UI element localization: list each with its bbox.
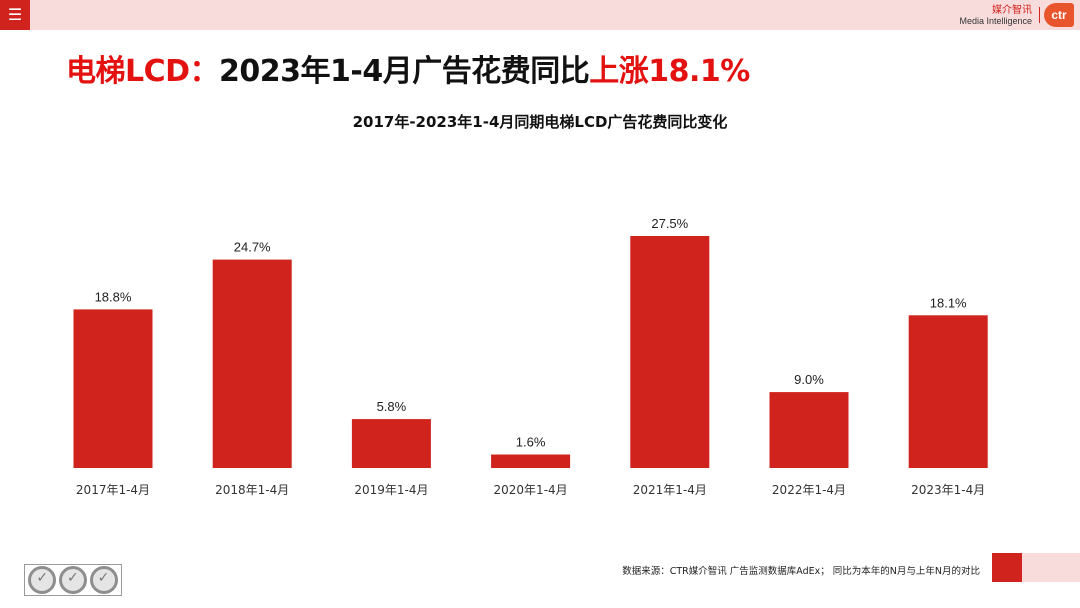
bar-2023年1-4月 [908, 315, 988, 468]
headline-change: 上涨18.1% [589, 54, 750, 89]
value-label: 27.5% [651, 216, 688, 231]
footer-accent-block [992, 553, 1022, 582]
headline-subject: 电梯LCD： [66, 54, 220, 89]
category-label: 2023年1-4月 [911, 483, 985, 497]
page-headline: 电梯LCD：2023年1-4月广告花费同比上涨18.1% [66, 46, 750, 90]
bar-2018年1-4月 [212, 259, 292, 468]
footer-pink-block [1022, 553, 1080, 582]
chart-title: 2017年-2023年1-4月同期电梯LCD广告花费同比变化 [352, 113, 728, 131]
value-label: 9.0% [794, 372, 824, 387]
value-label: 24.7% [234, 240, 271, 255]
brand-name-en: Media Intelligence [959, 16, 1032, 26]
bar-2019年1-4月 [351, 419, 431, 468]
certification-badges [24, 564, 122, 596]
value-label: 1.6% [516, 435, 546, 450]
sgs-certification-icon [89, 566, 118, 594]
sgs-certification-icon [28, 566, 57, 594]
ctr-logo: ctr [1044, 3, 1074, 27]
top-bar: ☰ 媒介智讯 Media Intelligence ctr [0, 0, 1080, 30]
value-label: 18.8% [95, 289, 132, 304]
value-label: 5.8% [377, 399, 407, 414]
bar-2021年1-4月 [630, 236, 710, 468]
data-source-note: 数据来源：CTR媒介智讯 广告监测数据库AdEx； 同比为本年的N月与上年N月的… [622, 566, 980, 577]
category-label: 2021年1-4月 [633, 483, 707, 497]
bar-2020年1-4月 [491, 454, 571, 468]
bar-2017年1-4月 [73, 309, 153, 468]
category-label: 2020年1-4月 [494, 483, 568, 497]
brand-divider [1039, 7, 1040, 23]
bar-2022年1-4月 [769, 392, 849, 468]
headline-period: 2023年1-4月广告花费同比 [219, 54, 590, 89]
category-label: 2022年1-4月 [772, 483, 846, 497]
category-label: 2017年1-4月 [76, 483, 150, 497]
menu-icon[interactable]: ☰ [0, 0, 30, 30]
brand-name-cn: 媒介智讯 [992, 5, 1032, 16]
category-label: 2018年1-4月 [215, 483, 289, 497]
category-label: 2019年1-4月 [354, 483, 428, 497]
sgs-certification-icon [58, 566, 87, 594]
value-label: 18.1% [930, 295, 967, 310]
brand: 媒介智讯 Media Intelligence [959, 5, 1032, 27]
